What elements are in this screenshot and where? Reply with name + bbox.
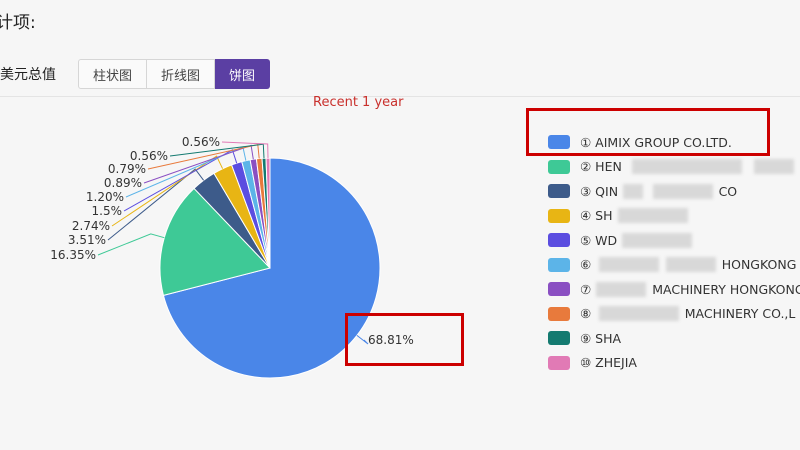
pie-leader-line-2 (97, 233, 165, 256)
redacted-text-4-1 (617, 208, 688, 224)
legend-label-4: ④ SH (580, 208, 613, 224)
redacted-text-2-1 (631, 159, 742, 175)
chart-legend: ① AIMIX GROUP CO.LTD. ② HENCO.,L ③ QIN CO ④ … (548, 130, 800, 375)
redacted-text-3-1 (623, 183, 644, 199)
legend-label-suffix-8: MACHINERY CO.,L (684, 306, 796, 322)
highlight-box-main-slice (345, 313, 464, 366)
redacted-text-3-2 (652, 183, 713, 199)
legend-label-suffix-6: HONGKONG (721, 257, 797, 273)
legend-swatch-4 (548, 208, 570, 223)
legend-item-9[interactable]: ⑨ SHA (548, 326, 800, 351)
pie-slice-label-7: 0.89% (104, 176, 142, 190)
pie-leader-line-4 (111, 155, 224, 227)
pie-slice-label-1: 68.81% (368, 333, 414, 347)
legend-swatch-5 (548, 233, 570, 248)
legend-label-7: ⑦ (580, 281, 592, 297)
legend-swatch-6 (548, 257, 570, 272)
legend-item-3[interactable]: ③ QIN CO (548, 179, 800, 204)
legend-label-2: ② HEN (580, 159, 622, 175)
pie-slice-label-2: 16.35% (50, 248, 96, 262)
legend-item-4[interactable]: ④ SH (548, 204, 800, 229)
legend-label-10: ⑩ ZHEJIA (580, 355, 637, 371)
metric-label: 美元总值 (0, 67, 56, 83)
legend-label-5: ⑤ WD (580, 232, 618, 248)
legend-item-10[interactable]: ⑩ ZHEJIA (548, 351, 800, 376)
redacted-text-6-2 (665, 257, 716, 273)
legend-item-1[interactable]: ① AIMIX GROUP CO.LTD. (548, 130, 800, 155)
highlight-box-top-legend (526, 108, 770, 156)
legend-swatch-9 (548, 331, 570, 346)
redacted-text-2-2 (753, 159, 794, 175)
line-chart-button[interactable]: 折线图 (147, 59, 216, 89)
legend-label-suffix-7: MACHINERY HONGKONG (652, 281, 800, 297)
legend-item-7[interactable]: ⑦ MACHINERY HONGKONG (548, 277, 800, 302)
pie-slice-1[interactable] (162, 157, 381, 379)
pie-chart-button[interactable]: 饼图 (215, 59, 271, 89)
pie-slice-label-9: 0.56% (130, 149, 168, 163)
legend-label-suffix-3: CO (718, 183, 738, 199)
legend-item-5[interactable]: ⑤ WD (548, 228, 800, 253)
bar-chart-button[interactable]: 柱状图 (78, 59, 148, 89)
pie-leader-line-3 (107, 168, 205, 241)
legend-item-6[interactable]: ⑥ HONGKONG (548, 253, 800, 278)
pie-slice-label-6: 1.20% (86, 190, 124, 204)
pie-slice-label-10: 0.56% (182, 135, 220, 149)
chart-title: Recent 1 year (313, 95, 404, 110)
pie-slice-label-5: 1.5% (92, 204, 123, 218)
legend-swatch-3 (548, 184, 570, 199)
section-title: 计项: (0, 13, 36, 33)
redacted-text-7-1 (596, 281, 647, 297)
legend-swatch-1 (548, 135, 570, 150)
pie-leader-line-10 (221, 141, 269, 159)
legend-swatch-7 (548, 282, 570, 297)
pie-leader-line-1 (356, 335, 369, 345)
legend-label-8: ⑧ (580, 306, 592, 322)
legend-label-6: ⑥ (580, 257, 592, 273)
legend-label-3: ③ QIN (580, 183, 619, 199)
pie-slice-label-3: 3.51% (68, 233, 106, 247)
redacted-text-6-1 (598, 257, 659, 273)
pie-slice-label-8: 0.79% (108, 162, 146, 176)
legend-swatch-2 (548, 159, 570, 174)
legend-label-1: ① AIMIX GROUP CO.LTD. (580, 134, 732, 150)
toolbar-divider (0, 96, 800, 97)
legend-swatch-8 (548, 306, 570, 321)
legend-label-9: ⑨ SHA (580, 330, 622, 346)
pie-slice-label-4: 2.74% (72, 219, 110, 233)
redacted-text-8-1 (598, 306, 679, 322)
legend-item-2[interactable]: ② HENCO.,L (548, 155, 800, 180)
legend-item-8[interactable]: ⑧ MACHINERY CO.,L (548, 302, 800, 327)
legend-swatch-10 (548, 355, 570, 370)
redacted-text-5-1 (622, 232, 693, 248)
pie-slice-10[interactable] (265, 157, 271, 269)
chart-type-toggle: 柱状图 折线图 饼图 (78, 59, 271, 89)
